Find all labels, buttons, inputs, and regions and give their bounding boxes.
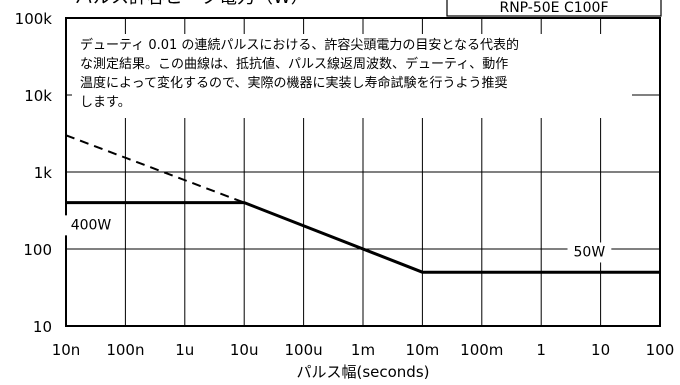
x-tick-label: 10 (591, 341, 610, 359)
y-tick-label: 100 (23, 241, 52, 259)
x-tick-label: 10m (406, 341, 440, 359)
x-tick-label: 10n (52, 341, 81, 359)
y-tick-label: 1k (34, 164, 53, 182)
note-line: な測定結果。この曲線は、抵抗値、パルス線返周波数、デューティ、動作 (80, 56, 508, 72)
x-tick-label: 1m (351, 341, 375, 359)
note-box: デューティ 0.01 の連続パルスにおける、許容尖頭電力の目安となる代表的な測定… (72, 34, 632, 118)
x-tick-label: 100u (285, 341, 323, 359)
x-tick-label: 100 (646, 341, 675, 359)
annotation-label: 400W (71, 217, 112, 233)
x-axis-label: パルス幅(seconds) (296, 363, 429, 381)
plot-frame (65, 17, 661, 327)
x-tick-label: 10u (230, 341, 259, 359)
model-label: RNP-50E C100F (499, 0, 608, 16)
note-background (72, 34, 632, 118)
model-label-box (446, 0, 662, 17)
series-layer (65, 134, 660, 274)
x-tick-label: 100n (106, 341, 144, 359)
annotation-label: 50W (574, 244, 606, 260)
note-line: します。 (80, 95, 131, 110)
y-tick-label: 100k (15, 10, 53, 28)
x-tick-label: 1u (175, 341, 194, 359)
annotation-background (567, 242, 612, 263)
note-line: デューティ 0.01 の連続パルスにおける、許容尖頭電力の目安となる代表的 (80, 37, 519, 53)
series-line-solid (66, 201, 660, 274)
annotations: 400W 50W (64, 215, 612, 263)
y-tick-label: 10 (33, 318, 52, 336)
x-tick-label: 1 (536, 341, 546, 359)
axis-ticks: 10n 100n 1u 10u 100u 1m 10m 100m 1 10 100 10 100 1k 10… (15, 10, 675, 359)
y-tick-label: 10k (24, 87, 52, 105)
header-fragment: パルス許容ピーク電力（W） (75, 0, 309, 8)
note-line: 温度によって変化するので、実際の機器に実装し寿命試験を行うよう推奨 (80, 75, 507, 91)
x-tick-label: 100m (460, 341, 503, 359)
series-line-dashed (65, 134, 245, 204)
annotation-background (64, 215, 118, 236)
